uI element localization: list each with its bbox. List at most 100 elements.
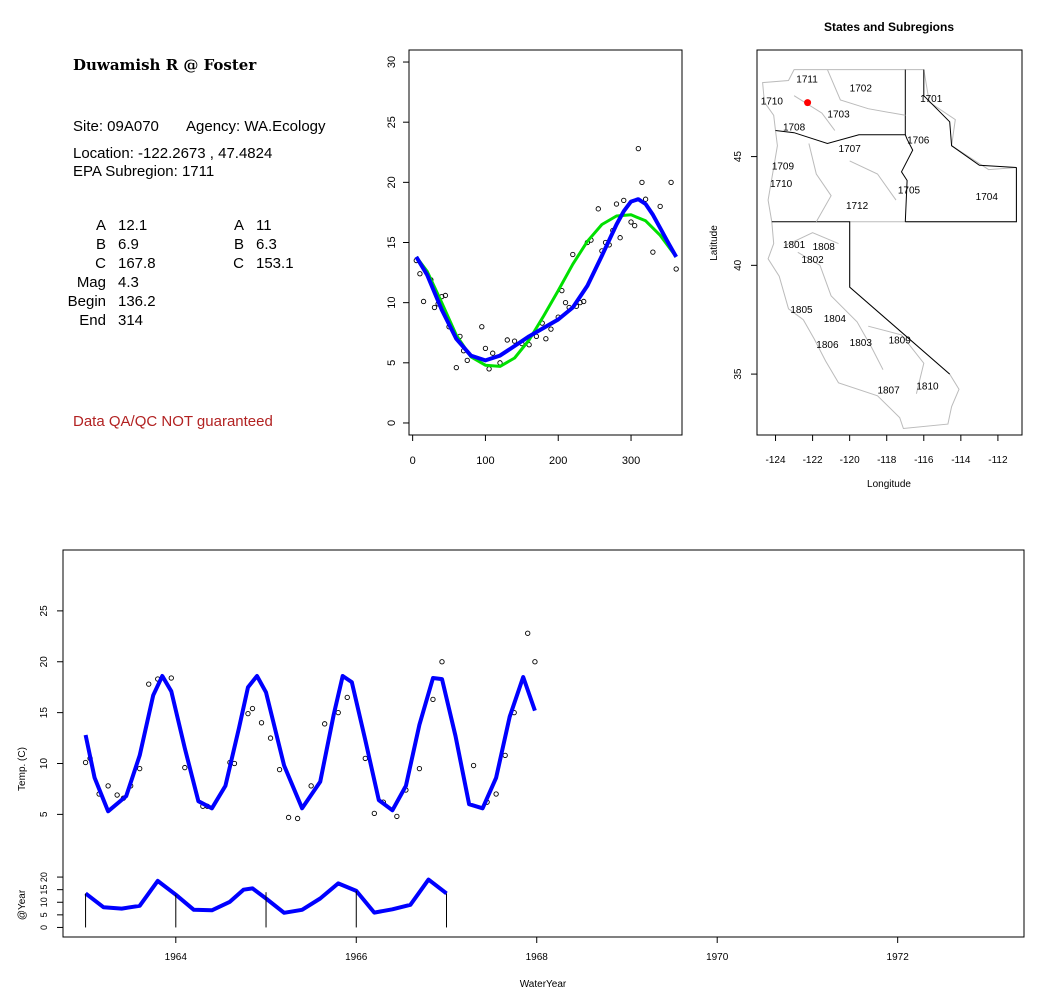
map-title: States and Subregions — [824, 20, 954, 34]
param-value: 136.2 — [118, 293, 156, 310]
data-point — [543, 336, 549, 342]
x-tick-label: 1964 — [165, 952, 188, 963]
y-tick-label: 25 — [386, 116, 398, 128]
y-tick-label: 30 — [386, 56, 398, 68]
data-point — [285, 814, 292, 821]
data-point — [502, 752, 508, 759]
data-point — [570, 251, 576, 258]
data-point — [595, 206, 601, 212]
data-point — [668, 179, 674, 185]
region-label: 1804 — [824, 314, 847, 325]
data-point — [657, 203, 663, 210]
param-value: 4.3 — [118, 274, 139, 291]
region-label: 1810 — [916, 381, 939, 392]
data-point — [82, 759, 89, 766]
region-label: 1711 — [796, 75, 818, 86]
data-point — [146, 681, 152, 687]
y2-tick-label: 5 — [39, 912, 49, 917]
data-point — [294, 815, 301, 822]
x-tick-label: -122 — [803, 455, 823, 466]
data-point — [490, 350, 496, 356]
seasonal-fit-line — [83, 674, 537, 814]
x-tick-label: 1972 — [887, 952, 910, 963]
region-label: 1801 — [783, 240, 806, 251]
state-boundary — [775, 130, 914, 222]
subregion-boundary — [797, 251, 884, 370]
site-title: Duwamish R @ Foster — [73, 56, 257, 74]
agency: Agency: WA.Ecology — [186, 118, 326, 135]
param-row: A 12.1 A 11 — [60, 216, 294, 235]
param-label-2: B — [233, 236, 244, 253]
map-ylabel: Latitude — [709, 225, 720, 261]
data-point — [453, 364, 459, 371]
region-label: 1709 — [772, 162, 795, 173]
data-point — [335, 709, 341, 716]
data-point — [105, 783, 111, 789]
data-point — [628, 219, 634, 225]
param-label: B — [95, 236, 106, 253]
data-point — [322, 721, 328, 727]
subregion-boundary — [808, 143, 832, 223]
region-label: 1703 — [827, 109, 850, 120]
subregion-boundary — [849, 160, 897, 201]
region-label: 1805 — [790, 305, 813, 316]
param-label-2: A — [233, 217, 244, 234]
fit-parameters: A 12.1 A 11 B 6.9 B 6.3 C 167.8 C 153.1 Mag 4.3 Be… — [60, 216, 294, 330]
param-value: 167.8 — [118, 255, 156, 272]
x-tick-label: -120 — [840, 455, 860, 466]
region-label: 1704 — [976, 192, 999, 203]
state-boundary — [905, 167, 1017, 223]
param-label: A — [95, 217, 106, 234]
param-value-2: 153.1 — [256, 255, 294, 272]
data-point — [362, 755, 368, 762]
data-point — [642, 196, 649, 202]
data-point — [258, 720, 265, 726]
data-point — [493, 791, 499, 797]
data-point — [394, 813, 400, 820]
region-label: 1807 — [877, 386, 900, 397]
param-row: Mag 4.3 — [60, 273, 294, 292]
param-row: C 167.8 C 153.1 — [60, 254, 294, 273]
annual-fit-line — [84, 877, 448, 915]
data-point — [470, 762, 477, 769]
data-point — [613, 201, 620, 207]
subregion-boundary — [868, 325, 925, 394]
x-tick-label: 1970 — [706, 952, 729, 963]
data-point — [562, 300, 569, 306]
region-label: 1706 — [907, 136, 930, 147]
data-point — [479, 324, 485, 330]
map-frame — [756, 49, 1023, 436]
region-label: 1707 — [839, 144, 862, 155]
data-point — [137, 765, 143, 772]
param-row: Begin 136.2 — [60, 292, 294, 311]
y2-tick-label: 20 — [39, 872, 49, 882]
site-marker — [804, 99, 812, 107]
y-tick-label: 40 — [733, 259, 744, 271]
region-label: 1701 — [920, 94, 943, 105]
seasonal-chart: 0 100 200 300 0 5 10 15 20 25 30 — [386, 49, 683, 467]
state-boundary — [771, 221, 951, 375]
ts-frame — [62, 549, 1025, 938]
data-point — [650, 249, 656, 255]
param-label: Mag — [76, 274, 106, 291]
y2-tick-label: 15 — [39, 885, 49, 895]
data-point — [308, 783, 314, 789]
param-value: 314 — [118, 312, 144, 329]
fit-curve-blue — [414, 197, 678, 363]
y-tick-label: 15 — [386, 236, 398, 248]
region-label: 1710 — [761, 96, 784, 107]
data-point — [416, 765, 423, 772]
data-point — [249, 705, 256, 712]
data-point — [639, 179, 645, 185]
region-label: 1806 — [816, 340, 839, 351]
param-value: 6.9 — [118, 236, 139, 253]
x-tick-label: 0 — [410, 455, 416, 467]
y2-tick-label: 10 — [39, 897, 49, 907]
data-point — [504, 337, 510, 343]
region-map: States and Subregions Longitude Latitude… — [709, 20, 1023, 490]
data-point — [464, 357, 470, 364]
x-tick-label: 200 — [549, 455, 567, 467]
data-point — [168, 675, 174, 681]
x-tick-label: 1968 — [526, 952, 549, 963]
ts-ylabel2: @Year — [17, 889, 28, 920]
